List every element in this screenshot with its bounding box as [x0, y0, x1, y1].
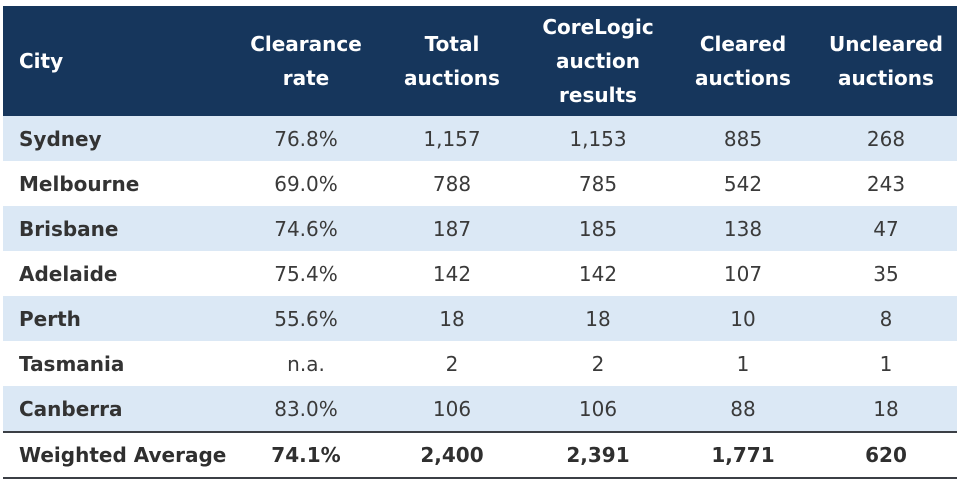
header-line: auctions: [695, 66, 791, 90]
cell-corelogic-results: 18: [525, 296, 671, 341]
header-line: Clearance: [250, 32, 362, 56]
header-line: auctions: [404, 66, 500, 90]
header-city-line: City: [19, 49, 64, 73]
header-line: results: [559, 83, 637, 107]
cell-city: Melbourne: [3, 161, 233, 206]
cell-city: Canberra: [3, 386, 233, 432]
footer-corelogic-results: 2,391: [525, 431, 671, 479]
weighted-average-row: Weighted Average 74.1% 2,400 2,391 1,771…: [3, 431, 957, 479]
cell-clearance-rate: 74.6%: [233, 206, 379, 251]
cell-cleared-auctions: 107: [671, 251, 815, 296]
cell-total-auctions: 187: [379, 206, 525, 251]
table-row: Sydney 76.8% 1,157 1,153 885 268: [3, 116, 957, 161]
cell-corelogic-results: 785: [525, 161, 671, 206]
cell-cleared-auctions: 1: [671, 341, 815, 386]
header-uncleared-auctions: Uncleared auctions: [815, 6, 957, 116]
cell-clearance-rate: 75.4%: [233, 251, 379, 296]
cell-corelogic-results: 185: [525, 206, 671, 251]
cell-total-auctions: 142: [379, 251, 525, 296]
cell-cleared-auctions: 885: [671, 116, 815, 161]
cell-uncleared-auctions: 35: [815, 251, 957, 296]
header-line: auctions: [838, 66, 934, 90]
footer-cleared-auctions: 1,771: [671, 431, 815, 479]
cell-uncleared-auctions: 243: [815, 161, 957, 206]
cell-corelogic-results: 142: [525, 251, 671, 296]
cell-city: Adelaide: [3, 251, 233, 296]
cell-city: Brisbane: [3, 206, 233, 251]
footer-label: Weighted Average: [3, 431, 233, 479]
cell-city: Perth: [3, 296, 233, 341]
cell-uncleared-auctions: 8: [815, 296, 957, 341]
table-row: Perth 55.6% 18 18 10 8: [3, 296, 957, 341]
cell-corelogic-results: 2: [525, 341, 671, 386]
header-line: Uncleared: [829, 32, 943, 56]
cell-clearance-rate: 69.0%: [233, 161, 379, 206]
cell-clearance-rate: n.a.: [233, 341, 379, 386]
table-row: Canberra 83.0% 106 106 88 18: [3, 386, 957, 432]
table-footer: Weighted Average 74.1% 2,400 2,391 1,771…: [3, 431, 957, 479]
table-body: Sydney 76.8% 1,157 1,153 885 268 Melbour…: [3, 116, 957, 432]
footer-total-auctions: 2,400: [379, 431, 525, 479]
cell-total-auctions: 106: [379, 386, 525, 432]
cell-total-auctions: 18: [379, 296, 525, 341]
header-total-auctions: Total auctions: [379, 6, 525, 116]
header-clearance-rate: Clearance rate: [233, 6, 379, 116]
table-row: Tasmania n.a. 2 2 1 1: [3, 341, 957, 386]
cell-total-auctions: 2: [379, 341, 525, 386]
header-line: rate: [282, 66, 330, 90]
cell-cleared-auctions: 542: [671, 161, 815, 206]
footer-clearance-rate: 74.1%: [233, 431, 379, 479]
cell-cleared-auctions: 10: [671, 296, 815, 341]
header-city: City: [3, 6, 233, 116]
cell-city: Tasmania: [3, 341, 233, 386]
table-row: Melbourne 69.0% 788 785 542 243: [3, 161, 957, 206]
header-line: CoreLogic: [542, 15, 654, 39]
auction-results-table: City Clearance rate Total auctions CoreL…: [3, 6, 957, 479]
cell-corelogic-results: 1,153: [525, 116, 671, 161]
header-corelogic-auction-results: CoreLogic auction results: [525, 6, 671, 116]
cell-cleared-auctions: 138: [671, 206, 815, 251]
table-row: Brisbane 74.6% 187 185 138 47: [3, 206, 957, 251]
header-line: Cleared: [699, 32, 787, 56]
cell-clearance-rate: 76.8%: [233, 116, 379, 161]
cell-total-auctions: 788: [379, 161, 525, 206]
auction-results-table-container: City Clearance rate Total auctions CoreL…: [3, 6, 957, 479]
table-header: City Clearance rate Total auctions CoreL…: [3, 6, 957, 116]
header-row: City Clearance rate Total auctions CoreL…: [3, 6, 957, 116]
header-line: auction: [556, 49, 640, 73]
header-line: Total: [424, 32, 480, 56]
cell-uncleared-auctions: 1: [815, 341, 957, 386]
cell-clearance-rate: 83.0%: [233, 386, 379, 432]
cell-cleared-auctions: 88: [671, 386, 815, 432]
cell-uncleared-auctions: 268: [815, 116, 957, 161]
table-row: Adelaide 75.4% 142 142 107 35: [3, 251, 957, 296]
cell-city: Sydney: [3, 116, 233, 161]
cell-corelogic-results: 106: [525, 386, 671, 432]
cell-uncleared-auctions: 47: [815, 206, 957, 251]
cell-uncleared-auctions: 18: [815, 386, 957, 432]
cell-clearance-rate: 55.6%: [233, 296, 379, 341]
cell-total-auctions: 1,157: [379, 116, 525, 161]
footer-uncleared-auctions: 620: [815, 431, 957, 479]
header-cleared-auctions: Cleared auctions: [671, 6, 815, 116]
